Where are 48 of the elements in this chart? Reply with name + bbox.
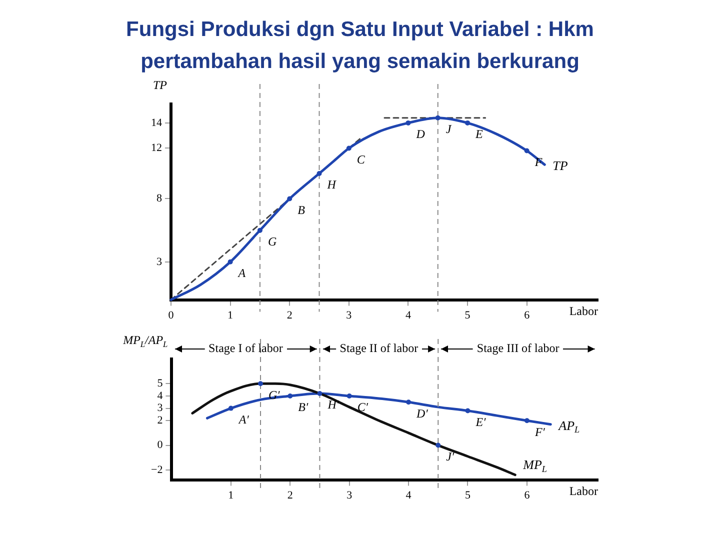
y-tick-label: 5 xyxy=(157,378,164,390)
annotation: J′ xyxy=(446,449,454,464)
y-tick-label: 0 xyxy=(157,439,164,452)
x-tick-label: 2 xyxy=(286,309,292,322)
annotation: D′ xyxy=(416,406,428,420)
y-tick-label: 14 xyxy=(151,116,162,129)
y-axis-title: TP xyxy=(152,78,168,92)
annotation: H′ xyxy=(326,398,340,412)
annotation: E xyxy=(474,127,484,142)
text: Stage I of labor xyxy=(208,341,283,356)
y-tick-label: 4 xyxy=(157,390,164,402)
series-label: TP xyxy=(552,158,568,174)
x-tick-label: 3 xyxy=(346,309,352,322)
x-tick-label: 4 xyxy=(406,489,412,502)
annotation: J xyxy=(446,122,452,136)
y-tick-label: 3 xyxy=(157,402,164,414)
x-axis-title: Labor xyxy=(569,484,598,498)
annotation: B xyxy=(298,202,306,217)
x-tick-label: 4 xyxy=(405,309,412,322)
chart-title: Fungsi Produksi dgn Satu Input Variabel : Hkm xyxy=(125,18,595,42)
x-axis-title: Labor xyxy=(569,304,598,318)
y-tick-label: 12 xyxy=(151,142,162,154)
x-tick-label: 1 xyxy=(228,309,234,322)
x-tick-label: 0 xyxy=(168,309,174,322)
x-tick-label: 5 xyxy=(464,309,471,322)
y-tick-label: −2 xyxy=(150,464,163,476)
text: Stage II of labor xyxy=(340,341,418,356)
x-tick-label: 2 xyxy=(287,489,293,502)
annotation: C xyxy=(356,152,366,166)
annotation: A′ xyxy=(238,412,250,426)
annotation: G xyxy=(268,234,277,248)
x-tick-label: 1 xyxy=(228,489,234,502)
annotation: A xyxy=(237,266,246,280)
annotation: D xyxy=(415,127,426,142)
x-tick-label: 6 xyxy=(524,309,530,322)
text: Stage III of labor xyxy=(476,341,560,356)
y-tick-label: 3 xyxy=(156,256,162,268)
annotation: H xyxy=(326,178,338,192)
x-tick-label: 3 xyxy=(346,489,353,502)
y-tick-label: 8 xyxy=(156,192,162,205)
y-tick-label: 2 xyxy=(157,414,163,427)
x-tick-label: 6 xyxy=(524,489,530,502)
annotation: C′ xyxy=(357,400,368,414)
x-tick-label: 5 xyxy=(464,489,471,502)
chart-subtitle: pertambahan hasil yang semakin berkurang xyxy=(140,50,580,74)
annotation: B′ xyxy=(298,400,308,414)
annotation: E′ xyxy=(474,414,486,429)
annotation: F′ xyxy=(534,424,546,439)
